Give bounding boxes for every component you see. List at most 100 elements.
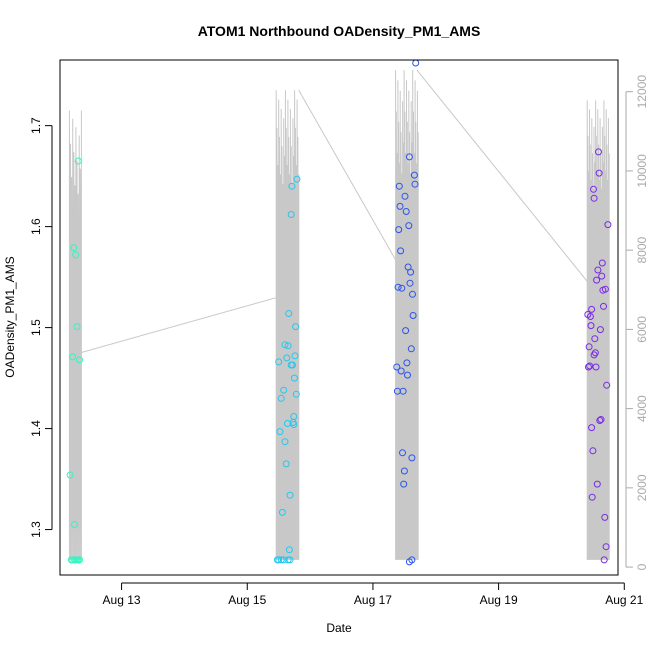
data-point (410, 171, 418, 179)
data-point (409, 312, 417, 319)
data-point (396, 202, 404, 210)
data-point (284, 342, 292, 350)
data-point (604, 221, 612, 229)
y-tick-label: 1.3 (29, 521, 43, 538)
data-point (286, 491, 294, 499)
data-point (588, 305, 596, 313)
data-point (397, 367, 405, 375)
data-point (277, 556, 285, 564)
data-point (395, 182, 403, 190)
data-point (402, 327, 410, 335)
data-point (275, 556, 283, 564)
plot-frame (59, 59, 619, 576)
data-point (408, 454, 416, 462)
data-point (281, 438, 289, 446)
data-point (594, 266, 602, 274)
y-axis-label: OADensity_PM1_AMS (3, 256, 17, 377)
data-point (400, 480, 408, 488)
data-point (395, 226, 403, 234)
y2-tick-label: 2000 (635, 474, 649, 501)
y-tick-label: 1.6 (29, 218, 43, 235)
data-point (393, 363, 401, 371)
data-point (291, 352, 299, 360)
data-point (399, 449, 406, 457)
data-point (589, 447, 597, 455)
trace-segment (416, 69, 589, 283)
chart-title: ATOM1 Northbound OADensity_PM1_AMS (198, 23, 481, 39)
data-point (406, 279, 414, 287)
x-tick-label: Aug 21 (605, 593, 643, 607)
trace-segment (298, 90, 398, 263)
data-point (74, 157, 82, 165)
trace-layer (68, 69, 610, 560)
data-point (403, 359, 411, 367)
data-point (598, 272, 606, 280)
data-point (281, 341, 289, 349)
data-point (590, 351, 598, 359)
data-point (595, 148, 602, 156)
data-point (280, 386, 288, 394)
data-point (405, 153, 413, 161)
data-point (288, 182, 296, 190)
data-point (588, 424, 596, 432)
data-point (293, 175, 301, 183)
y-tick-label: 1.7 (29, 117, 43, 134)
data-point (277, 394, 285, 402)
data-point (408, 556, 416, 564)
data-point (598, 259, 606, 267)
data-point (276, 428, 284, 436)
data-point (278, 508, 286, 516)
data-point (284, 556, 292, 564)
data-point (76, 556, 83, 564)
data-point (290, 374, 298, 382)
data-point (287, 361, 295, 369)
data-point (286, 556, 294, 564)
data-point (602, 543, 610, 551)
x-tick-label: Aug 15 (228, 593, 266, 607)
data-point (595, 169, 603, 177)
data-point (285, 310, 293, 317)
data-point (601, 285, 609, 293)
data-point (71, 521, 78, 528)
y2-tick-label: 12000 (635, 75, 649, 109)
trace-spikes (68, 110, 82, 560)
y2-tick-label: 8000 (635, 236, 649, 263)
y-tick-label: 1.5 (29, 319, 43, 336)
y-tick-label: 1.4 (29, 420, 43, 437)
data-point (603, 381, 611, 389)
data-point (590, 185, 597, 193)
data-point (592, 363, 600, 371)
data-point (69, 353, 77, 361)
data-point (411, 180, 419, 188)
data-point (407, 268, 415, 276)
points-layer (66, 59, 612, 566)
data-point (585, 363, 592, 371)
y-axis-right: 0 2000 4000 6000 8000 10000 12000 (625, 75, 649, 570)
data-point (282, 460, 290, 468)
x-tick-label: Aug 17 (354, 593, 392, 607)
data-point (292, 323, 300, 331)
data-point (600, 302, 607, 310)
data-point (601, 513, 609, 521)
data-point (398, 284, 406, 292)
data-point (394, 283, 402, 291)
data-point (405, 222, 413, 230)
data-point (586, 313, 594, 320)
y2-tick-label: 10000 (635, 154, 649, 188)
data-point (285, 546, 293, 554)
data-point (70, 244, 78, 252)
x-axis: Aug 13 Aug 15 Aug 17 Aug 19 Aug 21 (103, 582, 644, 607)
data-point (76, 356, 83, 364)
trace-segment (79, 296, 278, 354)
data-point (73, 323, 81, 331)
data-point (290, 413, 298, 420)
data-point (591, 335, 599, 343)
x-tick-label: Aug 13 (103, 593, 141, 607)
y-axis: 1.3 1.4 1.5 1.6 1.7 (29, 117, 53, 538)
data-point (397, 247, 405, 255)
trace-spikes (586, 100, 610, 560)
data-point (290, 421, 298, 428)
data-point (412, 59, 420, 67)
data-point (400, 467, 408, 475)
